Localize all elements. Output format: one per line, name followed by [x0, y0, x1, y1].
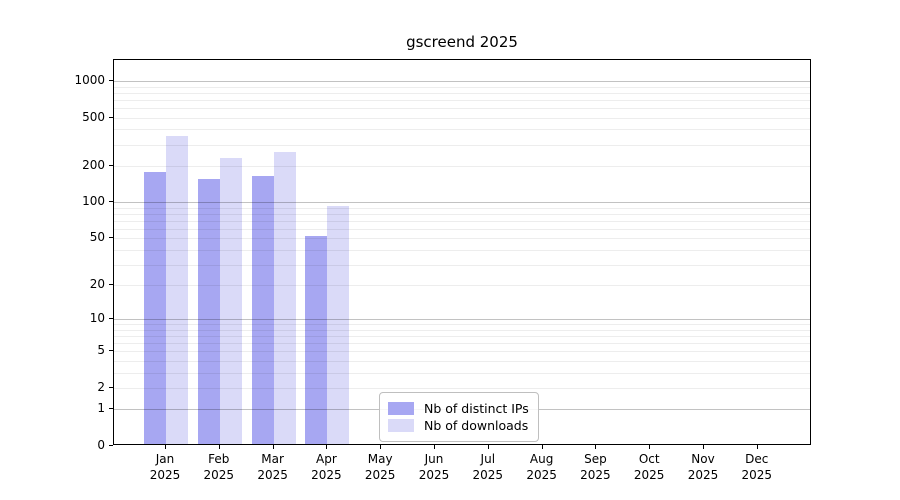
x-tick-label-aug: Aug 2025 — [526, 452, 557, 482]
x-tick-mark — [272, 445, 274, 449]
minor-gridline — [114, 144, 810, 146]
y-tick-label: 50 — [89, 230, 105, 245]
x-tick-mark — [703, 445, 704, 449]
y-tick-mark — [109, 350, 113, 352]
y-tick-label: 0 — [97, 438, 105, 452]
major-gridline — [114, 319, 810, 321]
x-tick-mark — [595, 445, 597, 449]
y-tick-label: 10 — [89, 311, 105, 326]
minor-gridline — [114, 117, 810, 119]
plot-area: Nb of distinct IPs Nb of downloads — [113, 59, 811, 445]
y-tick-mark — [109, 80, 113, 82]
bar-jan-downloads — [166, 135, 188, 444]
legend-swatch-distinct-ips — [388, 402, 414, 415]
minor-gridline — [114, 264, 810, 266]
y-tick-label: 2 — [97, 379, 105, 394]
minor-gridline — [114, 92, 810, 94]
x-tick-mark — [326, 445, 328, 449]
minor-gridline — [114, 129, 810, 131]
minor-gridline — [114, 360, 810, 362]
y-tick-mark — [109, 284, 113, 286]
x-tick-label-jul: Jul 2025 — [472, 452, 504, 482]
x-tick-mark — [756, 445, 758, 449]
minor-gridline — [114, 165, 810, 167]
y-tick-mark — [109, 201, 113, 203]
x-tick-label-mar: Mar 2025 — [257, 452, 288, 482]
minor-gridline — [114, 336, 810, 338]
x-tick-mark — [487, 445, 489, 449]
x-tick-label-feb: Feb 2025 — [203, 452, 235, 482]
y-tick-mark — [109, 116, 113, 118]
x-tick-mark — [541, 445, 543, 449]
y-tick-label: 100 — [82, 194, 105, 209]
y-tick-mark — [109, 164, 113, 166]
minor-gridline — [114, 207, 810, 209]
bar-mar-distinct-ips — [251, 175, 274, 444]
x-tick-label-apr: Apr 2025 — [311, 452, 342, 482]
minor-gridline — [114, 220, 810, 222]
legend-label-distinct-ips: Nb of distinct IPs — [424, 401, 529, 416]
minor-gridline — [114, 99, 810, 101]
major-gridline — [114, 81, 810, 83]
y-tick-label: 5 — [97, 343, 105, 358]
minor-gridline — [114, 213, 810, 215]
minor-gridline — [114, 238, 810, 240]
minor-gridline — [114, 329, 810, 331]
bar-jan-distinct-ips — [144, 172, 166, 444]
x-tick-label-oct: Oct 2025 — [633, 452, 665, 482]
y-tick-mark — [109, 445, 113, 446]
x-tick-mark — [380, 445, 382, 449]
minor-gridline — [114, 86, 810, 88]
x-tick-mark — [649, 445, 651, 449]
bar-feb-downloads — [219, 157, 242, 444]
major-gridline — [114, 202, 810, 204]
legend-entry-distinct-ips: Nb of distinct IPs — [388, 401, 529, 416]
minor-gridline — [114, 351, 810, 353]
y-tick-mark — [109, 237, 113, 239]
x-tick-label-jun: Jun 2025 — [418, 452, 450, 482]
y-tick-label: 200 — [82, 157, 105, 172]
bar-mar-downloads — [273, 152, 296, 444]
x-tick-mark — [165, 445, 166, 449]
chart-title: gscreend 2025 — [406, 33, 518, 51]
y-tick-label: 1000 — [74, 73, 105, 88]
minor-gridline — [114, 285, 810, 287]
x-tick-mark — [218, 445, 220, 449]
minor-gridline — [114, 107, 810, 109]
legend-swatch-downloads — [388, 419, 414, 432]
y-tick-label: 500 — [82, 109, 105, 124]
y-tick-mark — [109, 318, 113, 320]
bar-feb-distinct-ips — [197, 178, 220, 444]
bar-apr-downloads — [327, 205, 350, 444]
legend-label-downloads: Nb of downloads — [424, 418, 529, 433]
x-tick-label-jan: Jan 2025 — [149, 452, 181, 482]
bar-apr-distinct-ips — [305, 236, 328, 444]
y-tick-label: 1 — [97, 401, 105, 416]
minor-gridline — [114, 343, 810, 345]
x-tick-mark — [434, 445, 435, 449]
minor-gridline — [114, 324, 810, 326]
x-tick-label-sep: Sep 2025 — [580, 452, 611, 482]
y-tick-label: 20 — [89, 277, 105, 292]
minor-gridline — [114, 372, 810, 374]
legend-entry-downloads: Nb of downloads — [388, 418, 529, 433]
minor-gridline — [114, 228, 810, 230]
x-tick-label-may: May 2025 — [364, 452, 396, 482]
x-tick-label-nov: Nov 2025 — [687, 452, 719, 482]
minor-gridline — [114, 249, 810, 251]
y-tick-mark — [109, 386, 113, 388]
minor-gridline — [114, 387, 810, 389]
x-tick-label-dec: Dec 2025 — [741, 452, 773, 482]
y-tick-mark — [109, 408, 113, 410]
legend: Nb of distinct IPs Nb of downloads — [379, 392, 539, 442]
